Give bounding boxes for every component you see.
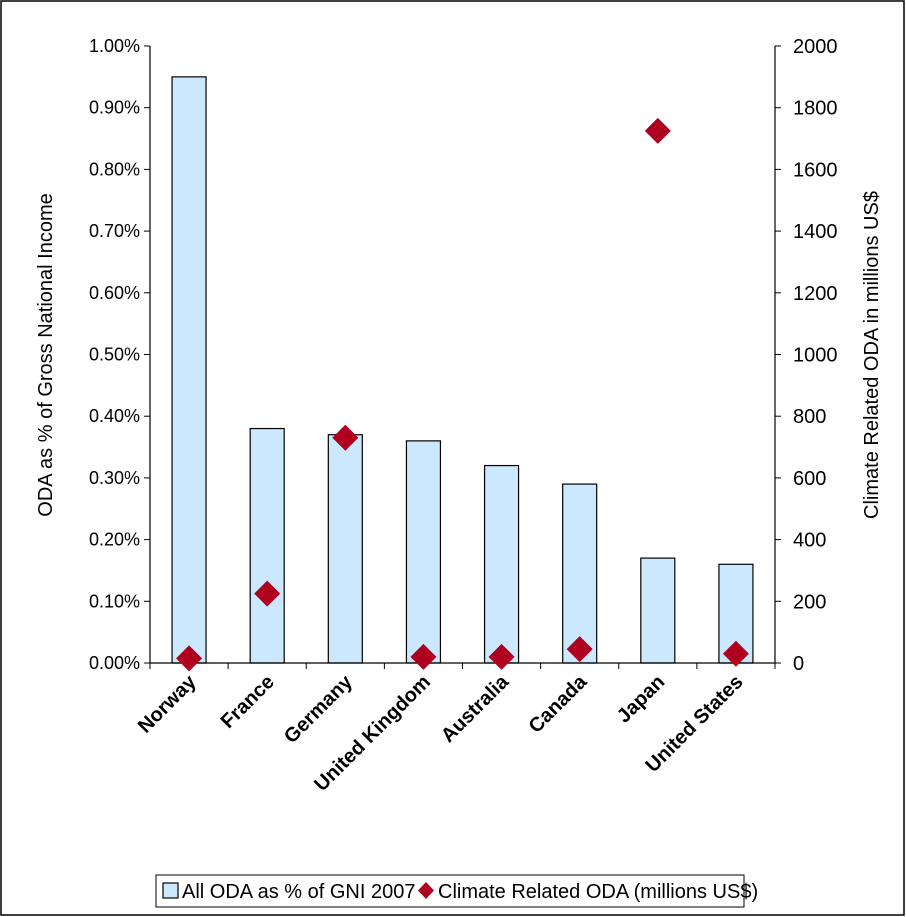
y2-tick-label: 1800 xyxy=(793,98,838,120)
point-united-kingdom xyxy=(410,643,437,670)
y-axis-title: ODA as % of Gross National Income xyxy=(35,193,57,516)
y-tick-label: 0.90% xyxy=(89,98,140,118)
y-tick-label: 1.00% xyxy=(89,36,140,56)
bar-germany xyxy=(327,434,363,664)
y2-tick-label: 200 xyxy=(793,591,826,613)
y2-tick-label: 2000 xyxy=(793,36,838,58)
y2-tick-label: 1200 xyxy=(793,283,838,305)
y2-axis-title: Climate Related ODA in millions US$ xyxy=(861,191,883,519)
point-france xyxy=(254,580,281,607)
bar-canada xyxy=(562,483,598,664)
legend-box xyxy=(155,874,745,908)
point-germany xyxy=(332,424,359,451)
point-canada xyxy=(566,636,593,663)
y-tick-label: 0.00% xyxy=(89,653,140,673)
legend-label-diamond: Climate Related ODA (millions US$) xyxy=(438,881,758,903)
y-tick-label: 0.40% xyxy=(89,406,140,426)
y-tick-label: 0.30% xyxy=(89,468,140,488)
bar-france xyxy=(249,427,285,664)
legend-swatch-bar xyxy=(162,882,179,899)
bar-norway xyxy=(171,76,207,664)
y2-tick-label: 1000 xyxy=(793,345,838,367)
legend-swatch-diamond xyxy=(418,882,434,899)
y2-tick-label: 400 xyxy=(793,530,826,552)
y2-tick-label: 0 xyxy=(793,653,804,675)
legend-label-bar: All ODA as % of GNI 2007 xyxy=(182,881,415,903)
y2-tick-label: 800 xyxy=(793,406,826,428)
y-tick-label: 0.80% xyxy=(89,159,140,179)
y2-tick-label: 600 xyxy=(793,468,826,490)
y2-tick-label: 1600 xyxy=(793,159,838,181)
point-japan xyxy=(644,117,671,144)
legend: All ODA as % of GNI 2007 Climate Related… xyxy=(155,874,758,908)
point-australia xyxy=(488,643,515,670)
bar-australia xyxy=(483,464,520,664)
y-tick-label: 0.10% xyxy=(89,591,140,611)
y-tick-label: 0.60% xyxy=(89,283,140,303)
y-tick-label: 0.50% xyxy=(89,345,140,365)
point-norway xyxy=(176,645,203,672)
bar-japan xyxy=(640,557,676,664)
y-tick-label: 0.70% xyxy=(89,221,140,241)
point-united-states xyxy=(722,640,749,667)
y2-tick-label: 1400 xyxy=(793,221,838,243)
y-tick-label: 0.20% xyxy=(89,530,140,550)
bar-united-kingdom xyxy=(405,440,442,664)
